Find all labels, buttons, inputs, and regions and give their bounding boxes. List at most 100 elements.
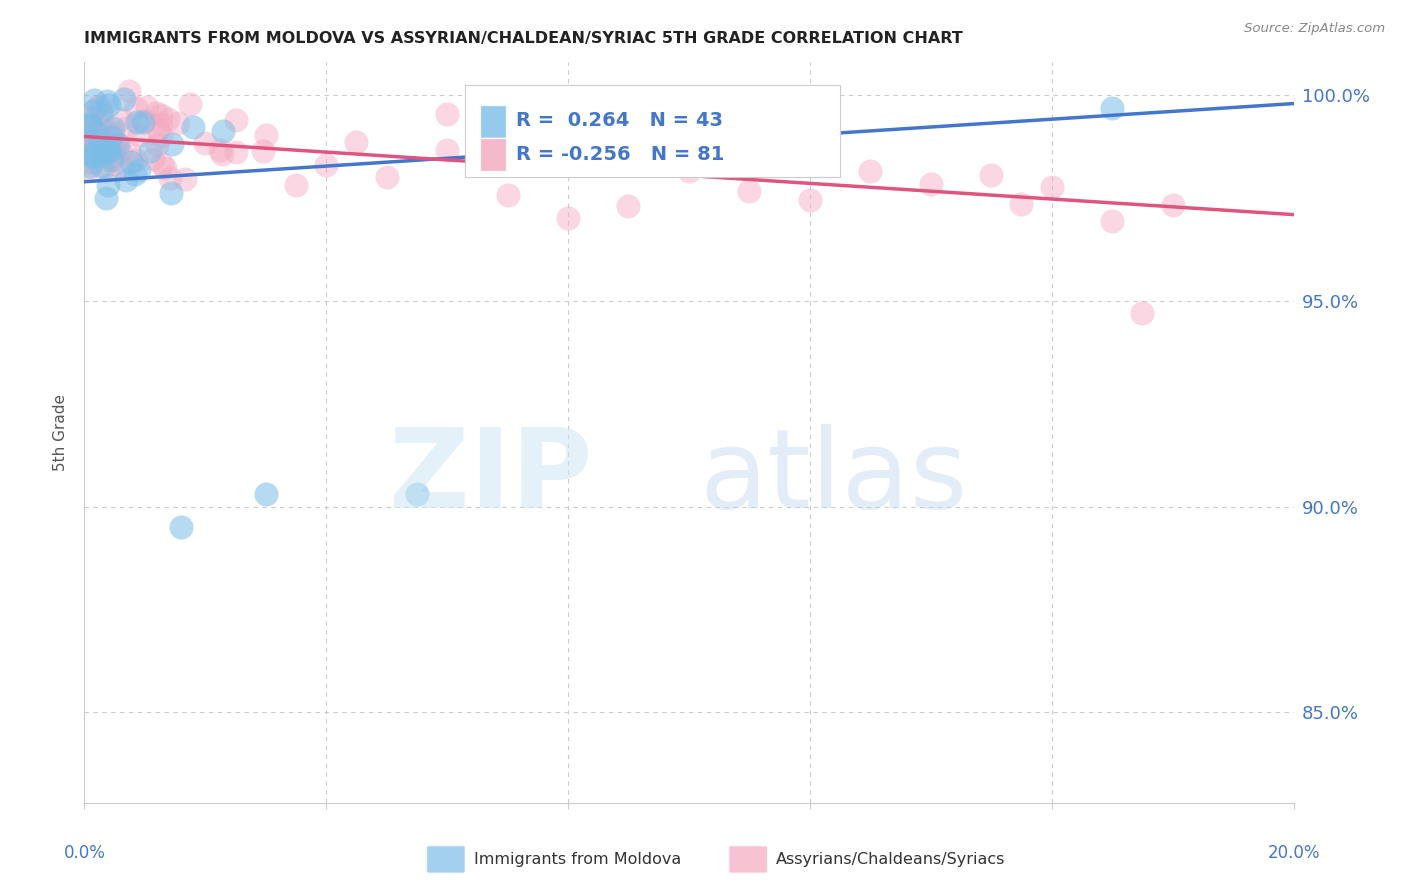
Point — [89, 119, 111, 133]
Point — [79, 147, 101, 161]
Point — [1130, 306, 1153, 320]
Text: atlas: atlas — [700, 424, 969, 531]
Point — [83, 93, 105, 107]
Point — [155, 161, 177, 175]
Point — [150, 156, 173, 170]
Point — [254, 487, 277, 501]
Point — [98, 98, 121, 112]
Point — [80, 113, 103, 128]
Point — [79, 132, 101, 146]
Point — [108, 145, 131, 159]
Point — [436, 143, 458, 157]
Point — [79, 160, 101, 174]
Point — [86, 130, 108, 145]
Point — [1101, 101, 1123, 115]
Point — [87, 141, 110, 155]
Point — [90, 120, 112, 135]
Point — [375, 169, 398, 184]
Y-axis label: 5th Grade: 5th Grade — [53, 394, 69, 471]
Point — [104, 136, 127, 151]
Text: Source: ZipAtlas.com: Source: ZipAtlas.com — [1244, 22, 1385, 36]
Point — [179, 97, 201, 112]
Point — [145, 106, 167, 120]
Point — [617, 199, 640, 213]
FancyBboxPatch shape — [426, 846, 465, 873]
Point — [82, 120, 104, 134]
Point — [617, 153, 640, 167]
Point — [82, 103, 104, 118]
Point — [211, 146, 233, 161]
Point — [738, 185, 761, 199]
Point — [252, 144, 274, 158]
Point — [103, 120, 125, 135]
Point — [920, 178, 942, 192]
Point — [93, 159, 115, 173]
Point — [225, 145, 247, 160]
Point — [94, 145, 117, 159]
Point — [127, 115, 149, 129]
Point — [79, 134, 101, 148]
Point — [125, 101, 148, 115]
Point — [79, 161, 101, 175]
Point — [84, 149, 107, 163]
Point — [211, 123, 233, 137]
Point — [139, 144, 162, 158]
Point — [80, 136, 103, 150]
Point — [100, 130, 122, 145]
Point — [496, 188, 519, 202]
Point — [86, 100, 108, 114]
Point — [859, 164, 882, 178]
Point — [160, 186, 183, 200]
Point — [97, 178, 120, 192]
FancyBboxPatch shape — [465, 85, 841, 178]
Point — [79, 154, 101, 169]
FancyBboxPatch shape — [479, 104, 506, 138]
Point — [94, 144, 117, 158]
Point — [103, 157, 125, 171]
Point — [114, 92, 136, 106]
Point — [114, 172, 136, 186]
Point — [799, 193, 821, 207]
Point — [146, 122, 169, 136]
Point — [79, 138, 101, 153]
Point — [142, 152, 165, 166]
Point — [103, 143, 125, 157]
Text: Assyrians/Chaldeans/Syriacs: Assyrians/Chaldeans/Syriacs — [776, 852, 1005, 866]
Text: R =  0.264   N = 43: R = 0.264 N = 43 — [516, 111, 723, 129]
Point — [110, 112, 132, 127]
Text: IMMIGRANTS FROM MOLDOVA VS ASSYRIAN/CHALDEAN/SYRIAC 5TH GRADE CORRELATION CHART: IMMIGRANTS FROM MOLDOVA VS ASSYRIAN/CHAL… — [84, 31, 963, 46]
Point — [1040, 179, 1063, 194]
Point — [114, 120, 136, 135]
Point — [150, 108, 173, 122]
Point — [82, 148, 104, 162]
Text: 20.0%: 20.0% — [1267, 844, 1320, 862]
Point — [96, 191, 118, 205]
Point — [170, 520, 193, 534]
Point — [97, 143, 120, 157]
Point — [101, 127, 124, 141]
Point — [980, 168, 1002, 182]
Point — [118, 84, 141, 98]
Point — [96, 94, 118, 108]
Point — [98, 152, 121, 166]
Point — [79, 111, 101, 125]
Text: Immigrants from Moldova: Immigrants from Moldova — [474, 852, 681, 866]
Point — [1101, 213, 1123, 227]
Point — [174, 172, 197, 186]
Point — [160, 137, 183, 152]
Point — [100, 140, 122, 154]
Point — [557, 211, 579, 225]
Text: R = -0.256   N = 81: R = -0.256 N = 81 — [516, 145, 724, 164]
Point — [132, 115, 155, 129]
Point — [436, 106, 458, 120]
Point — [125, 153, 148, 167]
Point — [194, 136, 217, 150]
Point — [100, 137, 122, 152]
Point — [128, 162, 150, 177]
Point — [678, 164, 700, 178]
Point — [181, 120, 204, 134]
Point — [159, 170, 181, 185]
Point — [101, 153, 124, 167]
Point — [90, 147, 112, 161]
Text: ZIP: ZIP — [389, 424, 592, 531]
